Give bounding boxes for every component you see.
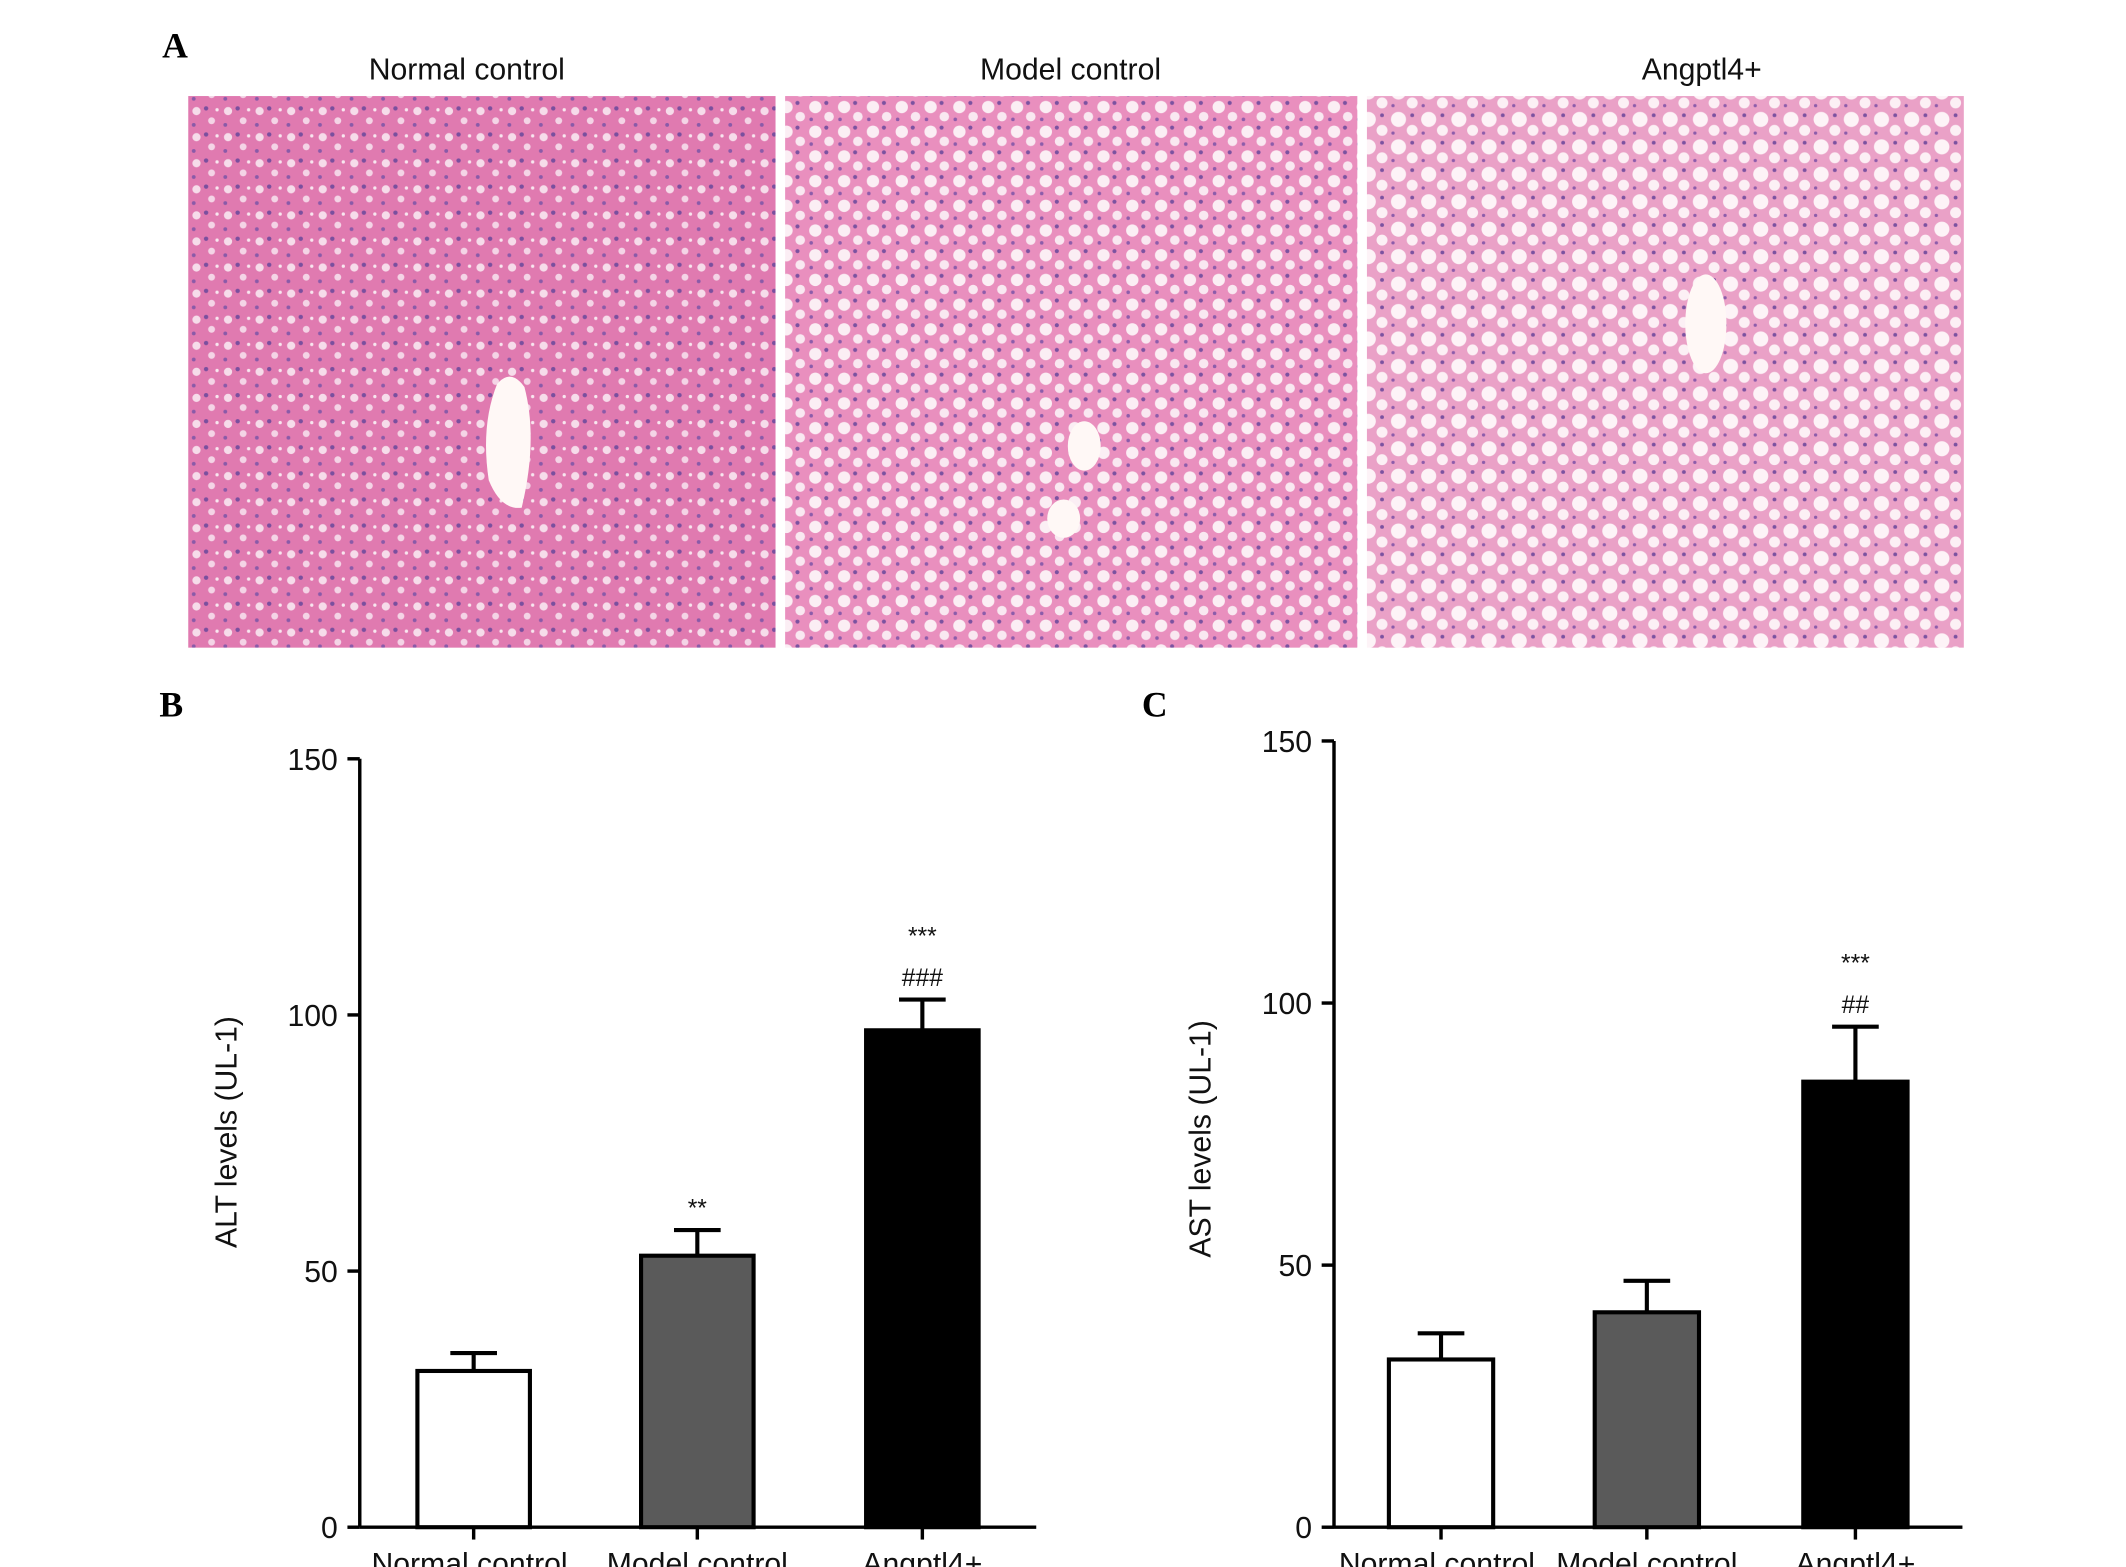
significance-label: ** xyxy=(688,1195,708,1222)
y-tick-label: 50 xyxy=(1278,1250,1312,1283)
significance-label: ### xyxy=(902,965,943,992)
y-tick-label: 50 xyxy=(304,1256,338,1289)
bar xyxy=(1386,1357,1496,1530)
histology-image xyxy=(785,96,1358,648)
x-tick-label: Normal control xyxy=(371,1548,567,1567)
significance-label: *** xyxy=(908,924,937,951)
bar xyxy=(1801,1079,1910,1530)
significance-label: *** xyxy=(1841,951,1870,978)
y-tick-label: 0 xyxy=(1295,1512,1312,1545)
histology-image xyxy=(188,96,776,648)
bar xyxy=(1592,1310,1702,1530)
significance-label: ## xyxy=(1842,992,1870,1019)
y-axis-label: AST levels (UL-1) xyxy=(1185,1020,1218,1258)
y-tick-label: 0 xyxy=(321,1512,338,1545)
panel-label: B xyxy=(159,684,183,724)
y-tick-label: 100 xyxy=(1262,988,1312,1021)
y-tick-label: 150 xyxy=(1262,726,1312,759)
panel-label: A xyxy=(162,26,188,66)
image-title: Model control xyxy=(980,54,1161,87)
panel-label: C xyxy=(1142,684,1168,724)
x-tick-label: Model control xyxy=(1556,1548,1737,1567)
bar xyxy=(415,1368,532,1530)
bar xyxy=(864,1028,981,1530)
y-tick-label: 100 xyxy=(287,1000,337,1033)
bar xyxy=(639,1253,756,1530)
x-tick-label: Normal control xyxy=(1339,1548,1535,1567)
y-axis-label: ALT levels (UL-1) xyxy=(210,1016,243,1248)
x-tick-label: Angptl4+ xyxy=(862,1548,982,1567)
x-tick-label: Angptl4+ xyxy=(1795,1548,1915,1567)
x-tick-label: Model control xyxy=(607,1548,788,1567)
histology-image xyxy=(1366,96,1964,648)
image-title: Angptl4+ xyxy=(1642,54,1762,87)
y-tick-label: 150 xyxy=(287,744,337,777)
image-title: Normal control xyxy=(369,54,565,87)
